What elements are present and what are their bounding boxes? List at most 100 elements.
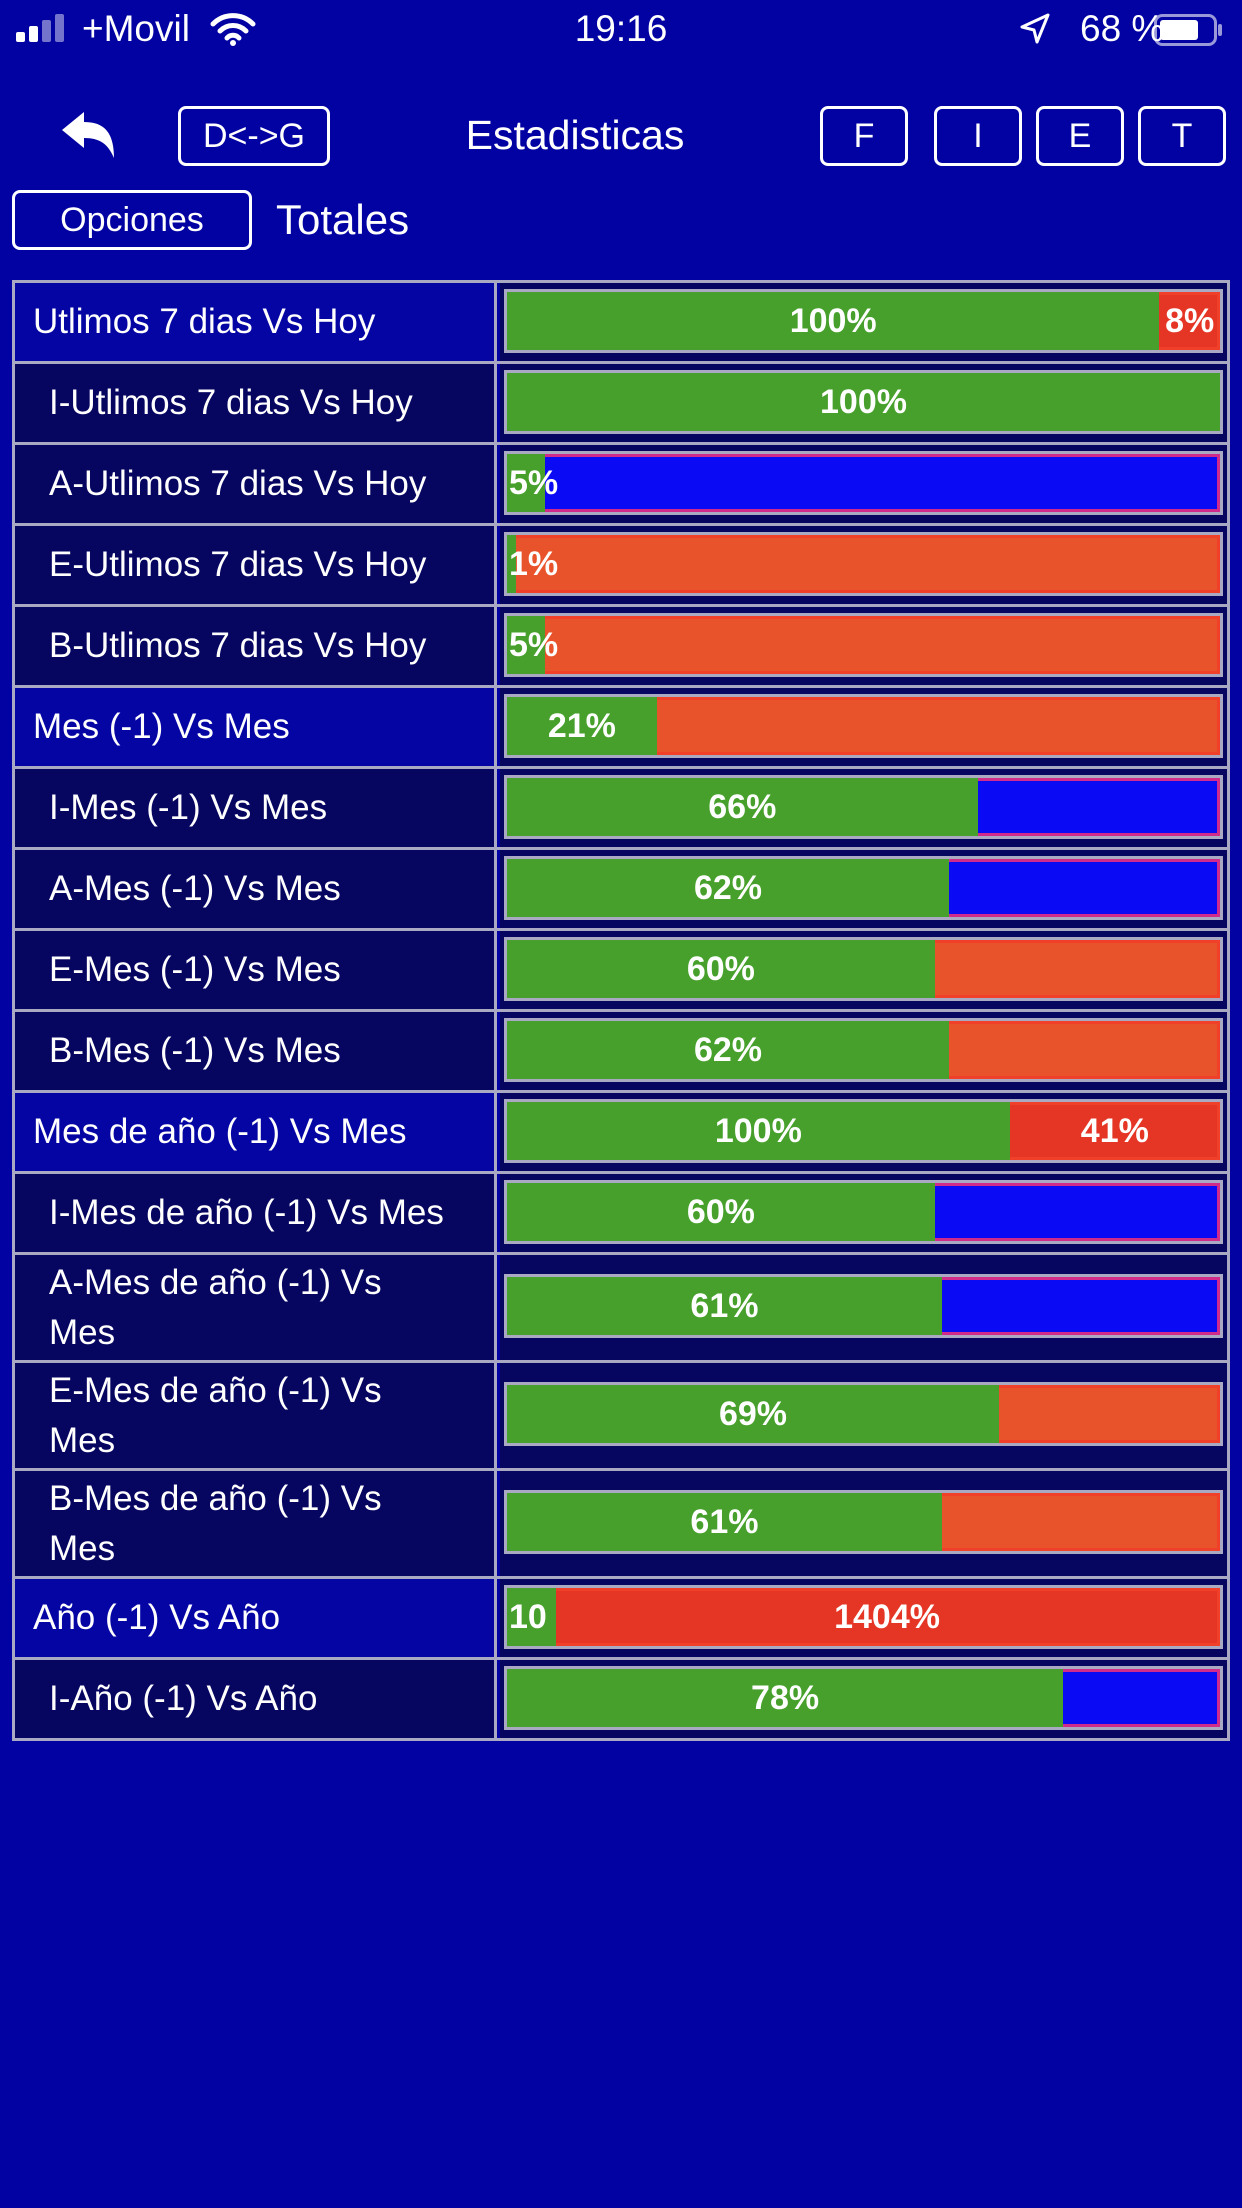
bar-green-segment: 62% xyxy=(507,1021,950,1079)
progress-bar: 61% xyxy=(504,1490,1223,1554)
options-button[interactable]: Opciones xyxy=(12,190,252,250)
bar-green-segment: 78% xyxy=(507,1669,1064,1727)
battery-icon xyxy=(1154,14,1222,46)
progress-bar: 69% xyxy=(504,1382,1223,1446)
table-row[interactable]: A-Utlimos 7 dias Vs Hoy 5% xyxy=(12,445,1230,526)
signal-icon xyxy=(16,14,72,42)
row-label-text: Mes (-1) Vs Mes xyxy=(33,707,290,746)
row-label: Mes de año (-1) Vs Mes xyxy=(15,1093,497,1171)
progress-bar: 60% xyxy=(504,937,1223,1001)
progress-bar: 61% xyxy=(504,1274,1223,1338)
bar-rest-label: 41% xyxy=(1080,1111,1149,1150)
row-label-text: A-Mes (-1) Vs Mes xyxy=(49,869,341,908)
bar-green-segment: 62% xyxy=(507,859,950,917)
bar-green-segment: 21% xyxy=(507,697,657,755)
row-label: I-Año (-1) Vs Año xyxy=(15,1660,497,1738)
location-arrow-icon xyxy=(1020,13,1050,44)
table-row[interactable]: A-Mes (-1) Vs Mes 62% xyxy=(12,850,1230,931)
row-label: Año (-1) Vs Año xyxy=(15,1579,497,1657)
row-label-text: Mes de año (-1) Vs Mes xyxy=(33,1112,407,1151)
bar-rest-label: 1404% xyxy=(834,1597,940,1636)
bar-cell: 62% xyxy=(500,850,1227,928)
row-label-text: B-Utlimos 7 dias Vs Hoy xyxy=(49,626,427,665)
row-label: I-Utlimos 7 dias Vs Hoy xyxy=(15,364,497,442)
bar-green-segment: 61% xyxy=(507,1277,942,1335)
row-label: A-Mes (-1) Vs Mes xyxy=(15,850,497,928)
bar-green-segment: 1% xyxy=(507,535,558,593)
bar-cell: 100% 41% xyxy=(500,1093,1227,1171)
table-row[interactable]: I-Utlimos 7 dias Vs Hoy 100% xyxy=(12,364,1230,445)
bar-cell: 60% xyxy=(500,1174,1227,1252)
row-label-text: Utlimos 7 dias Vs Hoy xyxy=(33,302,376,341)
table-row[interactable]: Año (-1) Vs Año 10 1404% xyxy=(12,1579,1230,1660)
battery-percent: 68 % xyxy=(1080,8,1165,49)
bar-cell: 100% 8% xyxy=(500,283,1227,361)
table-row[interactable]: I-Año (-1) Vs Año 78% xyxy=(12,1660,1230,1741)
bar-green-segment: 60% xyxy=(507,940,935,998)
bar-cell: 78% xyxy=(500,1660,1227,1738)
table-row[interactable]: A-Mes de año (-1) Vs Mes 61% xyxy=(12,1255,1230,1363)
row-label-text: A-Mes de año (-1) Vs Mes xyxy=(49,1262,382,1352)
row-label-text: B-Mes (-1) Vs Mes xyxy=(49,1031,341,1070)
row-label: A-Utlimos 7 dias Vs Hoy xyxy=(15,445,497,523)
bar-green-segment: 66% xyxy=(507,778,978,836)
table-row[interactable]: E-Utlimos 7 dias Vs Hoy 1% xyxy=(12,526,1230,607)
wifi-icon xyxy=(210,13,256,46)
row-label-text: I-Mes de año (-1) Vs Mes xyxy=(49,1193,444,1232)
row-label-text: E-Mes (-1) Vs Mes xyxy=(49,950,341,989)
progress-bar: 60% xyxy=(504,1180,1223,1244)
bar-green-segment: 100% xyxy=(507,373,1220,431)
bar-green-segment: 61% xyxy=(507,1493,942,1551)
row-label: Mes (-1) Vs Mes xyxy=(15,688,497,766)
bar-cell: 60% xyxy=(500,931,1227,1009)
clock: 19:16 xyxy=(574,8,668,49)
bar-cell: 61% xyxy=(500,1471,1227,1576)
progress-bar: 21% xyxy=(504,694,1223,758)
row-label-text: I-Utlimos 7 dias Vs Hoy xyxy=(49,383,413,422)
status-bar: +Movil 19:16 68 % xyxy=(0,0,1242,60)
filter-f-button[interactable]: F xyxy=(820,106,908,166)
progress-bar: 62% xyxy=(504,1018,1223,1082)
table-row[interactable]: I-Mes de año (-1) Vs Mes 60% xyxy=(12,1174,1230,1255)
progress-bar: 5% xyxy=(504,613,1223,677)
row-label-text: B-Mes de año (-1) Vs Mes xyxy=(49,1478,382,1568)
bar-green-segment: 100% xyxy=(507,292,1160,350)
progress-bar: 62% xyxy=(504,856,1223,920)
progress-bar: 100% xyxy=(504,370,1223,434)
row-label: E-Utlimos 7 dias Vs Hoy xyxy=(15,526,497,604)
table-row[interactable]: E-Mes de año (-1) Vs Mes 69% xyxy=(12,1363,1230,1471)
filter-i-button[interactable]: I xyxy=(934,106,1022,166)
row-label: A-Mes de año (-1) Vs Mes xyxy=(15,1255,497,1360)
table-row[interactable]: B-Mes (-1) Vs Mes 62% xyxy=(12,1012,1230,1093)
row-label: E-Mes (-1) Vs Mes xyxy=(15,931,497,1009)
progress-bar: 100% 8% xyxy=(504,289,1223,353)
table-row[interactable]: B-Utlimos 7 dias Vs Hoy 5% xyxy=(12,607,1230,688)
filter-e-button[interactable]: E xyxy=(1036,106,1124,166)
row-label: I-Mes de año (-1) Vs Mes xyxy=(15,1174,497,1252)
bar-cell: 21% xyxy=(500,688,1227,766)
filter-t-button[interactable]: T xyxy=(1138,106,1226,166)
row-label: B-Mes de año (-1) Vs Mes xyxy=(15,1471,497,1576)
progress-bar: 100% 41% xyxy=(504,1099,1223,1163)
bar-green-segment: 10 xyxy=(507,1588,557,1646)
bar-green-segment: 100% xyxy=(507,1102,1010,1160)
bar-cell: 66% xyxy=(500,769,1227,847)
progress-bar: 5% xyxy=(504,451,1223,515)
row-label-text: I-Año (-1) Vs Año xyxy=(49,1679,318,1718)
table-row[interactable]: B-Mes de año (-1) Vs Mes 61% xyxy=(12,1471,1230,1579)
table-row[interactable]: E-Mes (-1) Vs Mes 60% xyxy=(12,931,1230,1012)
row-label: B-Mes (-1) Vs Mes xyxy=(15,1012,497,1090)
row-label-text: E-Mes de año (-1) Vs Mes xyxy=(49,1370,382,1460)
row-label: B-Utlimos 7 dias Vs Hoy xyxy=(15,607,497,685)
table-row[interactable]: Mes (-1) Vs Mes 21% xyxy=(12,688,1230,769)
table-row[interactable]: I-Mes (-1) Vs Mes 66% xyxy=(12,769,1230,850)
row-label-text: A-Utlimos 7 dias Vs Hoy xyxy=(49,464,427,503)
table-row[interactable]: Utlimos 7 dias Vs Hoy 100% 8% xyxy=(12,280,1230,364)
bar-cell: 1% xyxy=(500,526,1227,604)
bar-green-segment: 5% xyxy=(507,454,558,512)
row-label-text: E-Utlimos 7 dias Vs Hoy xyxy=(49,545,427,584)
back-arrow-icon[interactable] xyxy=(58,108,118,164)
table-row[interactable]: Mes de año (-1) Vs Mes 100% 41% xyxy=(12,1093,1230,1174)
row-label: Utlimos 7 dias Vs Hoy xyxy=(15,283,497,361)
toggle-dg-button[interactable]: D<->G xyxy=(178,106,330,166)
